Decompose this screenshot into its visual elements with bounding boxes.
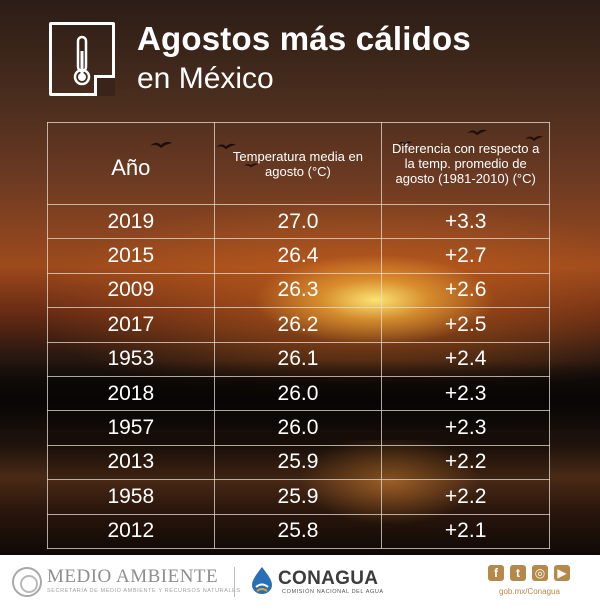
- header-difference: Diferencia con respecto a la temp. prome…: [381, 122, 550, 205]
- cell-diff: +2.2: [381, 479, 550, 515]
- cell-year: 1958: [47, 479, 215, 515]
- cell-temp: 25.8: [213, 513, 383, 549]
- conagua-drop-icon: [252, 567, 272, 594]
- cell-year: 2013: [47, 444, 215, 481]
- header-temperature: Temperatura media en agosto (°C): [213, 122, 383, 205]
- footer: MEDIO AMBIENTE SECRETARÍA DE MEDIO AMBIE…: [0, 555, 600, 610]
- cell-temp: 26.3: [213, 272, 383, 309]
- table-row: 2019 27.0 +3.3: [47, 203, 550, 240]
- table-header-row: Año Temperatura media en agosto (°C) Dif…: [47, 122, 550, 205]
- cell-diff: +2.5: [381, 307, 550, 343]
- thermometer-icon: [49, 22, 115, 96]
- cell-temp: 26.0: [213, 375, 383, 412]
- cell-diff: +2.1: [381, 513, 550, 549]
- cell-diff: +3.3: [381, 203, 550, 240]
- social-links: f t ◎ ▶: [488, 565, 570, 581]
- facebook-icon[interactable]: f: [488, 565, 504, 581]
- cell-year: 2009: [47, 272, 215, 309]
- twitter-icon[interactable]: t: [510, 565, 526, 581]
- medio-ambiente-subtitle: SECRETARÍA DE MEDIO AMBIENTE Y RECURSOS …: [47, 588, 241, 594]
- website-link[interactable]: gob.mx/Conagua: [499, 587, 560, 596]
- conagua-subtitle: COMISIÓN NACIONAL DEL AGUA: [282, 589, 384, 595]
- cell-diff: +2.4: [381, 341, 550, 377]
- cell-diff: +2.2: [381, 444, 550, 481]
- table-row: 2015 26.4 +2.7: [47, 238, 550, 274]
- cell-temp: 26.2: [213, 307, 383, 343]
- table-row: 2017 26.2 +2.5: [47, 307, 550, 343]
- cell-year: 2012: [47, 513, 215, 549]
- cell-temp: 26.0: [213, 410, 383, 446]
- cell-diff: +2.3: [381, 410, 550, 446]
- conagua-logo: CONAGUA: [278, 568, 379, 589]
- cell-temp: 27.0: [213, 203, 383, 240]
- table-row: 1958 25.9 +2.2: [47, 479, 550, 515]
- table-row: 2018 26.0 +2.3: [47, 375, 550, 412]
- table-row: 1953 26.1 +2.4: [47, 341, 550, 377]
- table-row: 1957 26.0 +2.3: [47, 410, 550, 446]
- cell-year: 2017: [47, 307, 215, 343]
- page-subtitle: en México: [137, 62, 274, 95]
- header: Agostos más cálidos en México: [0, 0, 600, 115]
- logo-divider: [234, 567, 235, 597]
- cell-year: 1957: [47, 410, 215, 446]
- cell-year: 2019: [47, 203, 215, 240]
- instagram-icon[interactable]: ◎: [532, 565, 548, 581]
- cell-year: 2015: [47, 238, 215, 274]
- table-row: 2009 26.3 +2.6: [47, 272, 550, 309]
- cell-diff: +2.6: [381, 272, 550, 309]
- warmest-augusts-table: Año Temperatura media en agosto (°C) Dif…: [47, 122, 550, 549]
- table-row: 2013 25.9 +2.2: [47, 444, 550, 481]
- cell-diff: +2.3: [381, 375, 550, 412]
- page-title: Agostos más cálidos: [137, 20, 471, 57]
- government-seal-icon: [12, 567, 42, 597]
- medio-ambiente-logo: MEDIO AMBIENTE: [47, 566, 219, 587]
- cell-temp: 26.1: [213, 341, 383, 377]
- header-year: Año: [47, 122, 215, 205]
- cell-temp: 26.4: [213, 238, 383, 274]
- cell-year: 2018: [47, 375, 215, 412]
- cell-temp: 25.9: [213, 444, 383, 481]
- cell-diff: +2.7: [381, 238, 550, 274]
- cell-year: 1953: [47, 341, 215, 377]
- table-row: 2012 25.8 +2.1: [47, 513, 550, 549]
- youtube-icon[interactable]: ▶: [554, 565, 570, 581]
- cell-temp: 25.9: [213, 479, 383, 515]
